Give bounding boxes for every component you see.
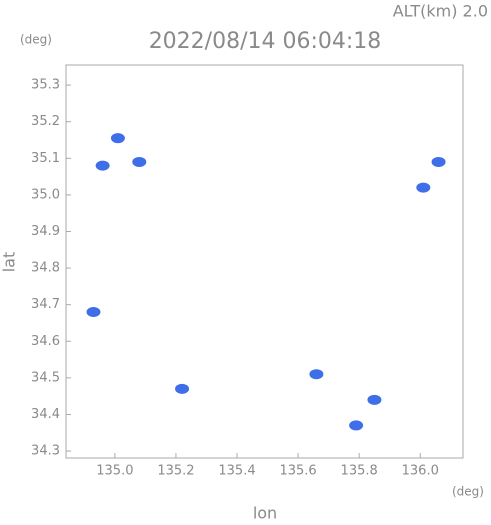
- y-tick-label: 35.3: [31, 78, 60, 93]
- y-tick-label: 35.2: [31, 114, 60, 129]
- x-axis-label: lon: [253, 504, 277, 522]
- echo-cell: [431, 156, 446, 167]
- y-tick-label: 35.0: [31, 187, 60, 202]
- echo-cell: [86, 306, 101, 317]
- x-tick-label: 135.2: [157, 464, 194, 479]
- echo-cell: [95, 160, 110, 171]
- y-tick-label: 34.4: [31, 407, 60, 422]
- echo-cell: [132, 156, 147, 167]
- x-tick-label: 136.0: [402, 464, 439, 479]
- x-unit: (deg): [452, 485, 484, 499]
- y-tick-label: 34.8: [31, 261, 60, 276]
- x-tick-label: 135.0: [96, 464, 133, 479]
- echo-cell: [175, 383, 190, 394]
- echo-cell: [309, 369, 324, 380]
- x-tick-label: 135.6: [279, 464, 316, 479]
- echo-cell: [110, 133, 125, 144]
- plot-frame: [65, 64, 464, 459]
- y-tick-label: 34.7: [31, 297, 60, 312]
- x-tick-label: 135.8: [341, 464, 378, 479]
- y-tick-label: 35.1: [31, 151, 60, 166]
- echo-cell: [349, 420, 364, 431]
- y-tick-label: 34.3: [31, 444, 60, 459]
- y-tick-label: 34.9: [31, 224, 60, 239]
- y-tick-label: 34.6: [31, 334, 60, 349]
- y-axis-label: lat: [0, 252, 19, 273]
- y-unit: (deg): [20, 33, 52, 47]
- subtitle: ALT(km) 2.0: [393, 2, 488, 21]
- y-tick-label: 34.5: [31, 370, 60, 385]
- x-tick-label: 135.4: [218, 464, 255, 479]
- echo-cell: [416, 182, 431, 193]
- chart-title: 2022/08/14 06:04:18: [149, 29, 382, 54]
- echo-cell: [367, 394, 382, 405]
